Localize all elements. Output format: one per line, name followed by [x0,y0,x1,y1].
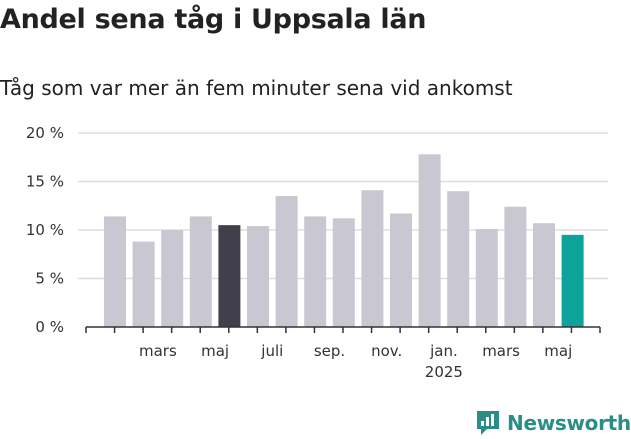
bar [447,191,470,327]
x-tick-year-label: 2025 [425,363,463,381]
bar [304,216,327,327]
bar [275,196,298,327]
bar [161,230,184,327]
bar [561,234,584,327]
x-tick-label: sep. [314,342,345,360]
chart-subtitle: Tåg som var mer än fem minuter sena vid … [0,76,513,100]
bar [504,206,527,327]
bar [475,229,498,327]
newsworthy-logo: Newsworthy [475,407,631,439]
x-tick-label: mars [482,342,520,360]
bar [218,225,241,327]
x-tick-label: nov. [371,342,402,360]
x-tick-label: jan. [429,342,458,360]
y-tick-label: 5 % [35,270,64,288]
bar [533,223,555,327]
y-tick-label: 0 % [35,318,64,336]
bar [390,213,412,327]
bar [361,190,384,327]
y-tick-label: 20 % [26,124,64,142]
y-tick-label: 15 % [26,173,64,191]
brand-name: Newsworthy [507,411,631,435]
y-tick-label: 10 % [26,221,64,239]
newsworthy-logo-icon [477,411,499,435]
x-tick-label: maj [201,342,229,360]
bar [189,216,212,327]
x-tick-label: mars [139,342,177,360]
x-tick-label: juli [260,342,283,360]
bar [104,216,126,327]
chart-title: Andel sena tåg i Uppsala län [0,4,427,35]
bar [132,241,155,327]
bar [247,226,269,327]
bar [332,218,355,327]
bar [418,154,441,327]
x-tick-label: maj [544,342,572,360]
